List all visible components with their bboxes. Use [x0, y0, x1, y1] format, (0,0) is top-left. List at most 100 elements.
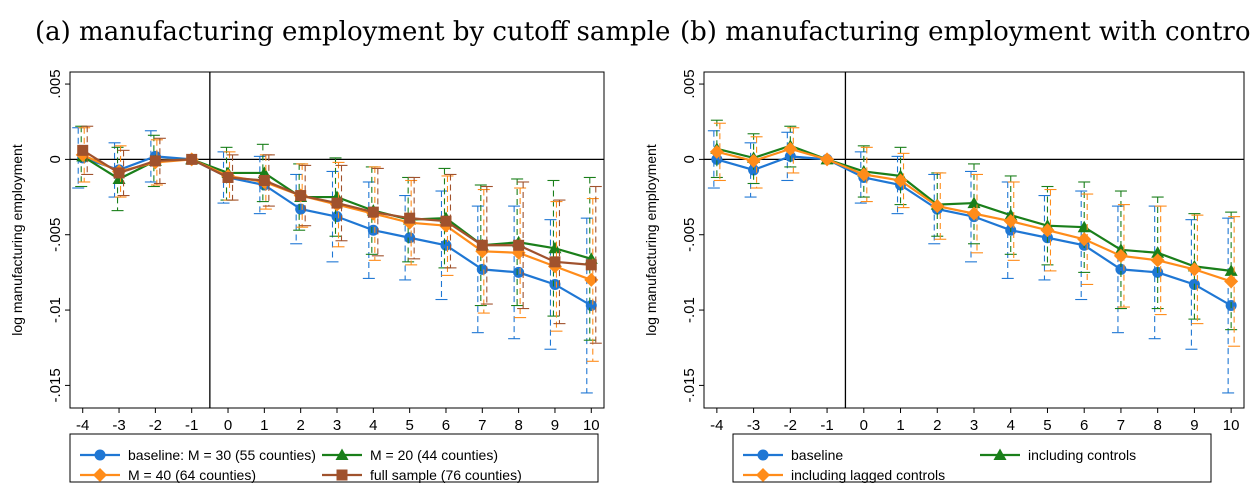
panel-b-legend-label: including lagged controls — [791, 467, 945, 483]
panel-b-point — [1003, 214, 1018, 229]
panel-a-x-tick-label: -4 — [76, 417, 89, 434]
panel-a-point — [77, 144, 89, 156]
panel-b-y-tick-label: -.015 — [681, 368, 698, 402]
panel-a-point — [331, 197, 343, 209]
panel-b-point — [1077, 232, 1092, 247]
panel-a-point — [549, 278, 561, 290]
panel-a-x-tick-label: 2 — [297, 417, 305, 434]
panel-a-legend-marker — [336, 469, 348, 481]
panel-a-point — [585, 300, 597, 312]
panel-b-point — [783, 141, 798, 156]
panel-a-point — [367, 224, 379, 236]
panel-b-legend-label: baseline — [791, 447, 843, 463]
panel-b-x-tick-label: 9 — [1190, 417, 1198, 434]
panel-b-point — [1113, 248, 1128, 263]
panel-a: (a) manufacturing employment by cutoff s… — [9, 17, 670, 483]
panel-b-point — [967, 206, 981, 221]
panel-a-x-tick-label: 6 — [442, 417, 450, 434]
panel-a-point — [513, 239, 525, 251]
panel-b-point — [1040, 223, 1055, 238]
panel-b-point — [709, 144, 724, 159]
panel-a-legend-marker — [93, 468, 107, 482]
panel-a-x-tick-label: 0 — [224, 417, 232, 434]
panel-b-x-tick-label: 2 — [933, 417, 941, 434]
panel-b-legend-marker — [757, 449, 769, 461]
panel-b-x-tick-label: -4 — [710, 417, 723, 434]
panel-a-legend: baseline: M = 30 (55 counties) M = 20 (44… — [69, 433, 599, 483]
panel-b-title: (b) manufacturing employment with contro… — [680, 17, 1250, 47]
panel-a-point — [295, 190, 307, 202]
panel-a-legend-marker — [335, 448, 349, 460]
panel-b-point — [1224, 264, 1238, 276]
panel-b-point — [1150, 253, 1165, 268]
panel-a-point — [404, 232, 416, 244]
panel-a-legend-label: baseline: M = 30 (55 counties) — [128, 447, 316, 463]
panel-a-x-tick-label: 9 — [551, 417, 559, 434]
panel-b-x-tick-label: 5 — [1043, 417, 1051, 434]
panel-b-point — [1151, 246, 1165, 258]
panel-b-x-tick-label: -2 — [784, 417, 797, 434]
panel-a-y-tick-label: .005 — [47, 69, 64, 98]
panel-b-legend-marker — [756, 468, 770, 482]
panel-b-point — [930, 199, 945, 214]
panel-b-x-tick-label: 6 — [1080, 417, 1088, 434]
panel-a-x-tick-label: 4 — [369, 417, 377, 434]
panel-a-y-tick-label: -.01 — [47, 297, 64, 323]
panel-a-point — [513, 266, 525, 278]
panel-a-point — [113, 167, 125, 179]
panel-a-y-tick-label: -.005 — [47, 218, 64, 252]
panel-b-plot-frame — [703, 71, 1245, 409]
panel-a-x-tick-label: -1 — [185, 417, 198, 434]
panel-a-x-tick-label: -2 — [149, 417, 162, 434]
panel-b-x-tick-label: 7 — [1117, 417, 1125, 434]
panel-b-x-tick-label: 0 — [860, 417, 868, 434]
panel-b-point — [893, 173, 908, 188]
panel-a-point — [331, 211, 343, 223]
panel-b-y-axis-label: log manufacturing employment — [643, 144, 659, 336]
panel-a-y-tick-label: -.015 — [47, 368, 64, 402]
panel-b-y-tick-label: -.005 — [681, 218, 698, 252]
panel-a-title: (a) manufacturing employment by cutoff s… — [35, 17, 670, 47]
panel-b-y-tick-label: -.01 — [681, 297, 698, 323]
panel-b-legend-marker — [993, 448, 1007, 460]
panel-b-plot-area: .005 0 -.005 -.01 -.015 -4 -3 -2 -1 0 1 2 3 4 5 6 7 8 9 10 — [681, 69, 1244, 434]
panel-a-point — [440, 239, 452, 251]
panel-a-plot-area: .005 0 -.005 -.01 -.015 -4 -3 -2 -1 0 1 2 3 4 5 6 7 8 9 10 — [47, 69, 604, 434]
panel-b-point — [746, 153, 761, 168]
panel-a-point — [548, 241, 562, 254]
panel-b: (b) manufacturing employment with contro… — [643, 17, 1250, 483]
panel-a-x-tick-label: 8 — [514, 417, 522, 434]
panel-a-point — [222, 171, 234, 183]
panel-b-legend: baseline including controls including lagg… — [732, 433, 1212, 483]
panel-a-y-axis-label: log manufacturing employment — [9, 144, 25, 336]
panel-a-point — [585, 259, 597, 271]
panel-a-x-tick-label: 10 — [583, 417, 600, 434]
panel-b-legend-box — [732, 433, 1212, 483]
panel-a-legend-label: full sample (76 counties) — [370, 467, 522, 483]
panel-a-x-tick-label: 1 — [260, 417, 268, 434]
panel-a-point — [367, 206, 379, 218]
panel-b-point — [820, 152, 835, 167]
panel-a-x-tick-label: -3 — [112, 417, 125, 434]
panel-b-x-tick-label: -3 — [747, 417, 760, 434]
panel-b-point — [1224, 274, 1239, 289]
panel-a-point — [186, 153, 198, 165]
panel-a-point — [404, 212, 416, 224]
panel-a-point — [584, 272, 599, 287]
panel-b-point — [1187, 262, 1202, 277]
panel-b-x-tick-label: 10 — [1223, 417, 1240, 434]
panel-a-point — [476, 263, 488, 275]
panel-a-point — [295, 203, 307, 215]
panel-b-x-tick-label: 3 — [970, 417, 978, 434]
panel-b-legend-label: including controls — [1028, 447, 1136, 463]
panel-a-x-tick-label: 7 — [478, 417, 486, 434]
panel-a-legend-label: M = 40 (64 counties) — [128, 467, 256, 483]
panel-a-y-tick-label: 0 — [47, 155, 64, 163]
panel-a-x-tick-label: 3 — [333, 417, 341, 434]
panel-b-x-tick-label: 4 — [1007, 417, 1015, 434]
panel-b-x-tick-label: 1 — [896, 417, 904, 434]
panel-a-legend-marker — [94, 449, 106, 461]
panel-b-point — [856, 167, 871, 182]
panel-a-point — [476, 239, 488, 251]
